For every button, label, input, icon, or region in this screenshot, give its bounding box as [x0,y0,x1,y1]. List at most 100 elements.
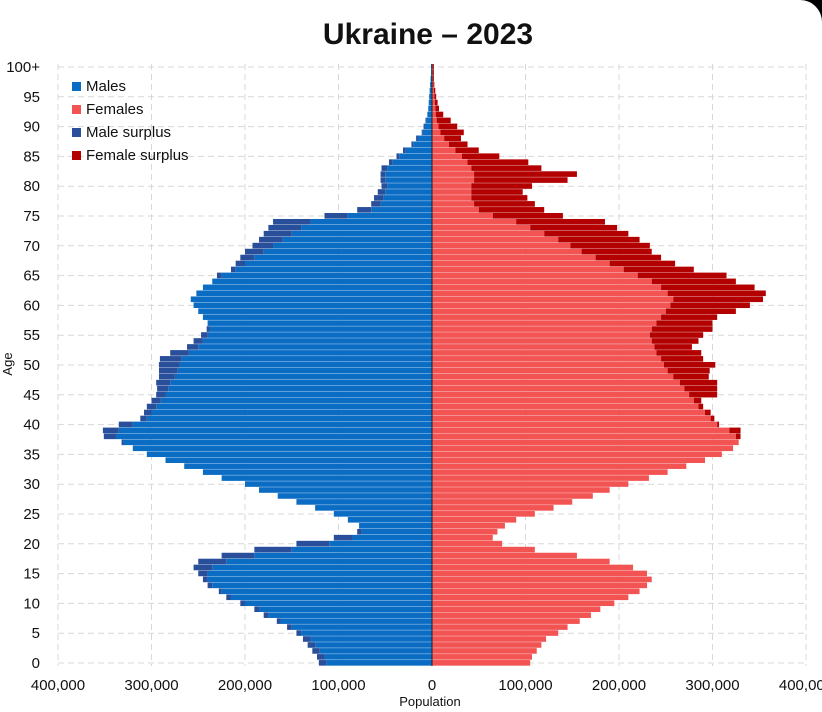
female-bar [432,660,531,666]
y-tick-label: 50 [23,357,40,374]
female-surplus-bar [455,147,479,154]
female-surplus-bar [667,367,710,374]
male-surplus-bar [198,570,208,577]
female-surplus-bar [471,183,533,189]
male-bar [212,582,432,589]
male-bar [165,457,432,463]
male-bar [212,278,432,285]
male-bar [181,356,432,362]
female-bar [432,594,629,601]
male-surplus-bar [254,546,292,553]
legend-swatch [72,82,81,91]
female-surplus-bar [432,64,434,70]
male-surplus-bar [380,171,386,177]
female-bar [432,636,547,642]
female-surplus-bar [434,99,438,106]
male-surplus-bar [206,326,210,332]
male-surplus-bar [144,409,152,416]
female-bar [432,654,533,660]
female-surplus-bar [471,189,523,195]
female-bar [432,612,591,618]
female-bar [432,624,568,630]
male-bar [319,648,432,654]
male-bar [118,427,433,434]
female-bar [432,481,629,487]
male-bar [202,314,432,320]
female-surplus-bar [684,385,718,392]
y-tick-label: 35 [23,446,40,463]
female-bar [432,344,655,350]
male-surplus-bar [263,612,269,618]
female-bar [432,451,722,458]
female-surplus-bar [693,397,702,404]
male-bar [151,409,432,416]
x-tick-label: 200,000 [592,677,646,694]
female-bar [432,582,648,589]
female-bar [432,260,610,267]
male-surplus-bar [333,534,353,541]
y-tick-label: 85 [23,148,40,165]
legend-label: Male surplus [86,124,171,141]
x-tick-label: 200,000 [218,677,272,694]
male-bar [245,600,432,607]
y-tick-label: 60 [23,297,40,314]
female-surplus-bar [637,272,727,279]
female-surplus-bar [436,117,451,124]
female-surplus-bar [661,356,704,362]
female-bar [432,385,685,392]
female-surplus-bar [516,218,605,225]
female-surplus-bar [435,111,444,118]
female-surplus-bar [656,350,702,356]
male-bar [254,552,432,559]
female-surplus-bar [570,242,650,249]
female-bar [432,356,662,362]
female-bar [432,308,666,314]
male-bar [329,540,432,547]
male-surplus-bar [193,338,203,344]
x-tick-label: 400,000 [779,677,822,694]
female-surplus-bar [673,373,709,380]
male-bar [430,75,432,82]
male-surplus-bar [276,618,281,624]
male-bar [301,630,432,636]
female-bar [432,177,475,183]
male-surplus-bar [273,218,311,225]
female-bar [432,516,517,523]
female-surplus-bar [663,362,716,368]
x-tick-label: 0 [428,677,436,694]
female-bar [432,445,734,452]
female-surplus-bar [595,254,662,261]
female-surplus-bar [440,129,464,136]
male-surplus-bar [263,230,292,237]
male-surplus-bar [118,421,133,428]
female-bar [432,326,652,332]
female-surplus-bar [474,177,568,183]
male-surplus-bar [425,117,427,124]
female-bar [432,630,559,636]
male-surplus-bar [324,213,348,219]
y-tick-label: 10 [23,595,40,612]
y-tick-label: 30 [23,476,40,493]
male-bar [226,558,432,565]
male-surplus-bar [296,540,330,547]
male-bar [352,534,432,541]
male-surplus-bar [102,427,119,434]
female-bar [432,123,439,130]
female-surplus-bar [530,224,618,231]
female-bar [432,338,652,344]
legend-swatch [72,105,81,114]
female-bar [432,224,531,231]
male-bar [132,445,433,452]
female-bar [432,499,573,505]
female-bar [432,266,624,273]
female-bar [432,397,694,404]
male-bar [184,463,432,469]
female-surplus-bar [474,201,535,207]
female-surplus-bar [558,236,640,243]
male-bar [146,451,432,458]
male-bar [310,218,432,225]
male-bar [202,469,432,475]
female-bar [432,302,671,309]
x-tick-label: 300,000 [685,677,739,694]
male-bar [207,320,432,326]
